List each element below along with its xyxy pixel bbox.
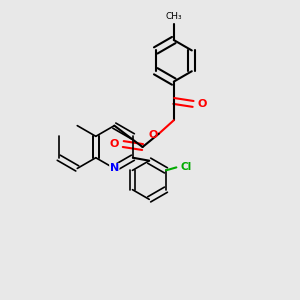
Text: CH₃: CH₃ [166, 12, 182, 21]
Text: Cl: Cl [181, 162, 192, 172]
Text: O: O [110, 139, 119, 149]
Text: O: O [198, 99, 207, 109]
Text: N: N [110, 164, 119, 173]
Text: O: O [149, 130, 158, 140]
